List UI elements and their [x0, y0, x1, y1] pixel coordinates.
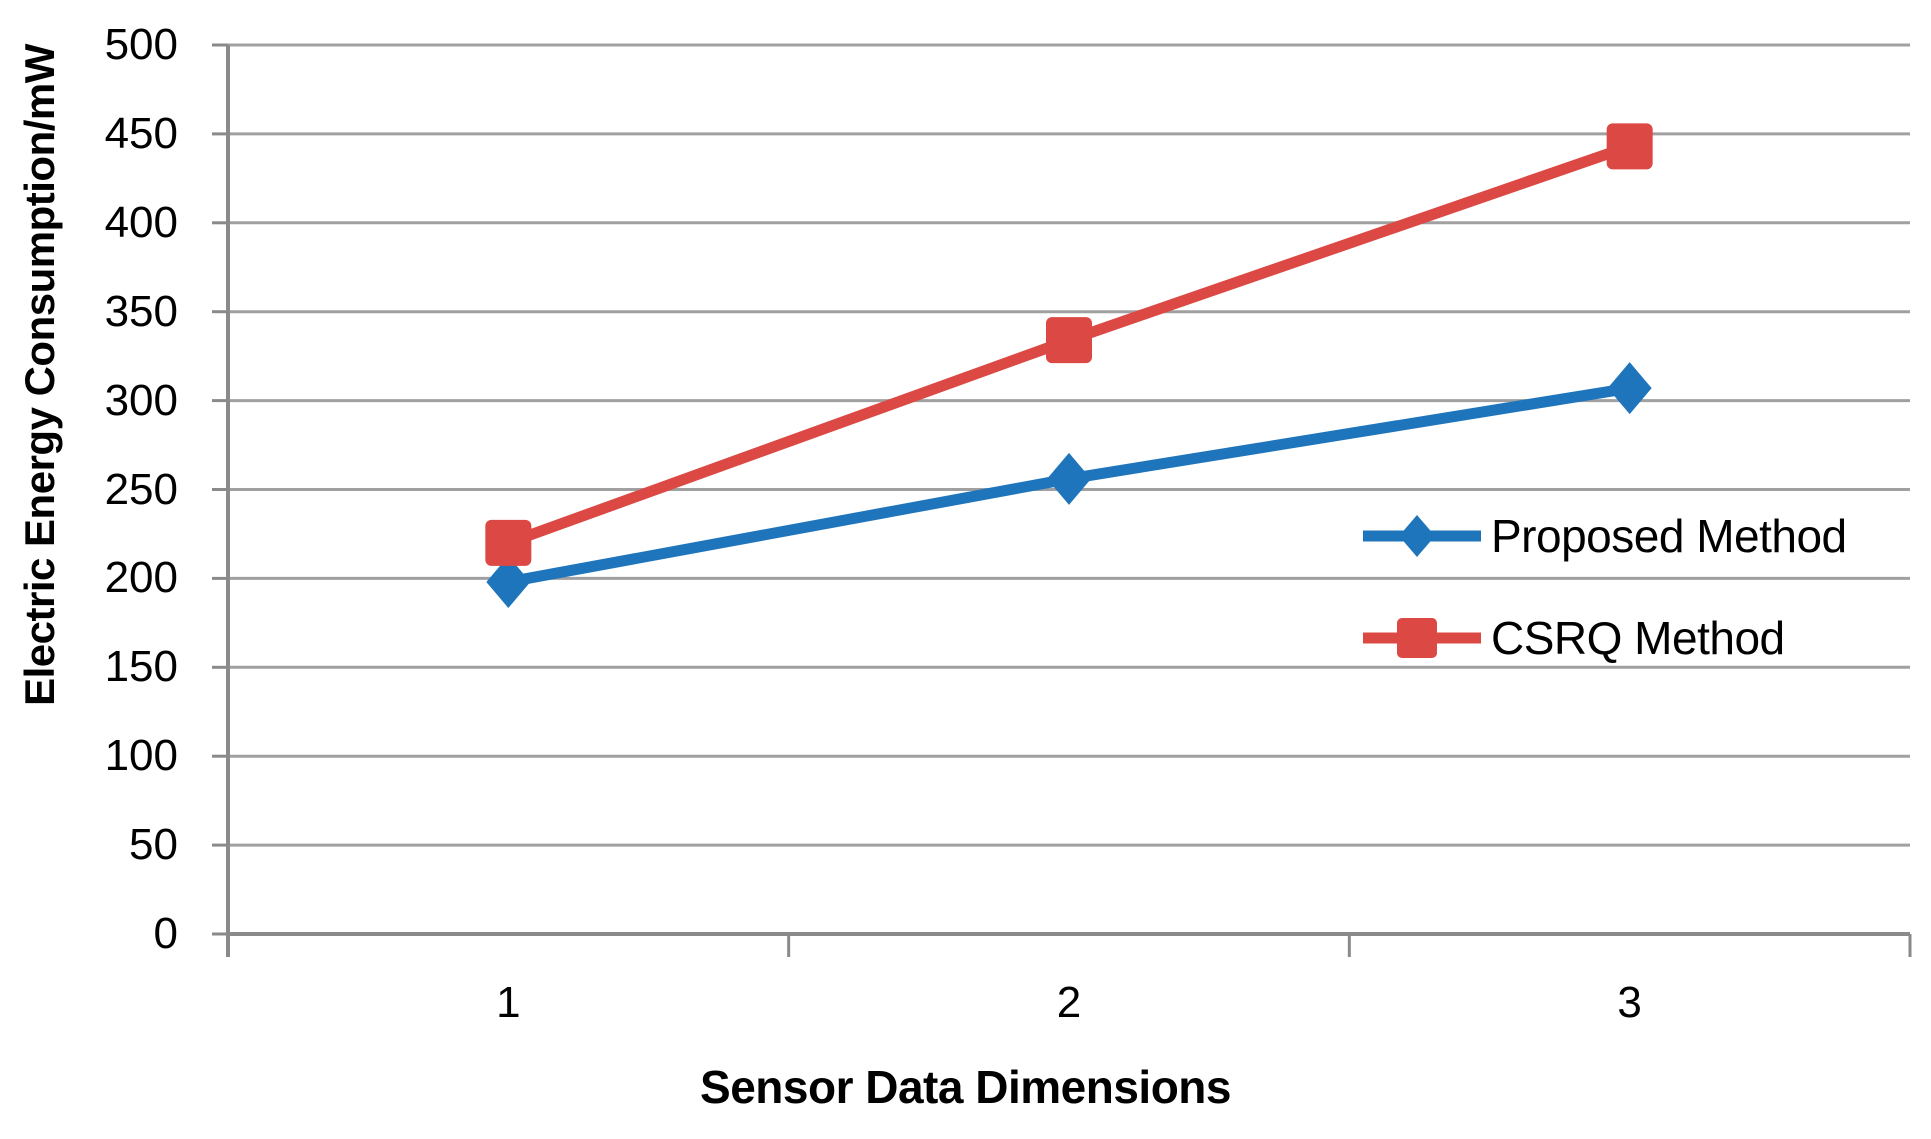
x-tick-label: 3 [1617, 978, 1642, 1027]
legend-item: CSRQ Method [1363, 608, 1847, 668]
data-point-square [485, 519, 532, 566]
legend-label: Proposed Method [1491, 510, 1847, 562]
data-point-diamond [1607, 362, 1652, 415]
legend-item: Proposed Method [1363, 506, 1847, 566]
y-tick-label: 200 [104, 553, 178, 603]
data-point-diamond [1047, 452, 1091, 505]
y-tick-label: 400 [104, 197, 178, 247]
x-axis-title: Sensor Data Dimensions [700, 1061, 1231, 1113]
y-tick-label: 500 [104, 20, 178, 69]
legend-label: CSRQ Method [1491, 612, 1785, 664]
data-point-diamond [486, 555, 531, 608]
y-tick-label: 100 [104, 731, 178, 781]
y-tick-label: 300 [104, 375, 178, 425]
legend: Proposed Method CSRQ Method [1363, 506, 1847, 668]
y-tick-label: 250 [104, 464, 178, 514]
legend-marker-diamond-icon [1363, 515, 1481, 557]
y-tick-label: 350 [104, 286, 178, 336]
y-tick-label: 0 [153, 909, 178, 958]
data-point-square [1606, 123, 1653, 170]
y-axis-title: Electric Energy Consumption/mW [16, 44, 63, 706]
y-tick-label: 50 [129, 820, 178, 870]
x-tick-label: 1 [496, 978, 521, 1027]
legend-marker-square-icon [1363, 618, 1481, 658]
x-tick-label: 2 [1056, 978, 1082, 1027]
data-point-square [1046, 317, 1092, 364]
y-tick-label: 450 [104, 108, 178, 158]
y-tick-label: 150 [104, 642, 178, 692]
